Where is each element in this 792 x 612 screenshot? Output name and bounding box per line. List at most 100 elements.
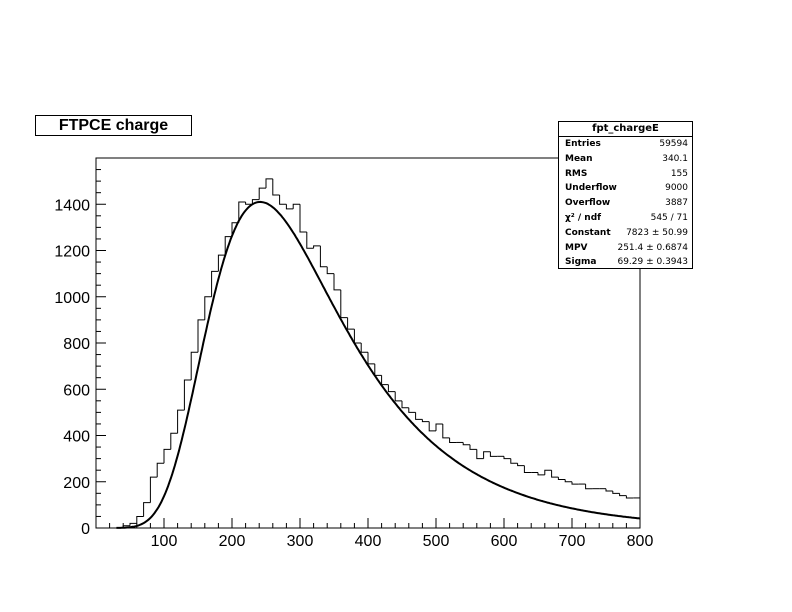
y-tick-label: 0 [81, 521, 90, 538]
stats-row: MPV 251.4 ± 0.6874 [559, 241, 692, 256]
stats-row: χ² / ndf 545 / 71 [559, 211, 692, 226]
y-axis: 0 200 400 600 800 1000 1200 1400 [54, 157, 106, 538]
stats-box-name: fpt_chargeE [559, 122, 692, 137]
histogram-bin [333, 273, 341, 291]
stats-value: 69.29 ± 0.3943 [617, 257, 688, 268]
stats-value: 59594 [659, 139, 688, 149]
stats-row: Underflow 9000 [559, 181, 692, 196]
stats-row: Constant 7823 ± 50.99 [559, 226, 692, 241]
histogram-bin [442, 423, 450, 439]
stats-label: MPV [565, 242, 588, 253]
histogram-bin [217, 254, 226, 272]
stats-value: 545 / 71 [650, 212, 688, 223]
stats-value: 251.4 ± 0.6874 [617, 242, 688, 253]
histogram-bin [517, 463, 525, 467]
histogram-bin [571, 481, 579, 485]
stats-value: 9000 [665, 183, 688, 194]
chart-title: FTPCE charge [35, 115, 192, 136]
x-tick-label: 300 [287, 533, 314, 550]
stats-value: 340.1 [662, 153, 688, 164]
histogram-bin [401, 400, 409, 409]
histogram-bin [231, 222, 239, 237]
histogram-bin [585, 484, 593, 490]
histogram-bin [340, 289, 348, 319]
histogram-bin [143, 502, 151, 517]
histogram-bin [605, 488, 613, 492]
histogram-bin [625, 495, 634, 499]
histogram-bin [503, 456, 511, 460]
histogram-bin [272, 178, 280, 196]
stats-label: χ² / ndf [565, 212, 602, 223]
stats-row: Mean 340.1 [559, 152, 692, 167]
histogram-bin [319, 245, 328, 268]
histogram-bin [557, 477, 566, 480]
histogram-bin [544, 469, 552, 475]
histogram-bin [489, 451, 498, 457]
histogram-bin [551, 470, 559, 478]
y-tick-label: 1400 [54, 197, 90, 214]
histogram-bin [177, 409, 185, 434]
histogram-bin [469, 444, 477, 450]
y-tick-label: 200 [63, 475, 90, 492]
histogram-bin [564, 479, 572, 483]
histogram-bin [428, 421, 436, 432]
histogram-bin [619, 493, 627, 497]
y-tick-label: 1200 [54, 244, 90, 261]
histogram-bin [421, 419, 430, 423]
stats-value: 7823 ± 50.99 [626, 227, 688, 238]
histogram-bin [462, 442, 470, 446]
histogram-bin [313, 245, 321, 249]
x-tick-label: 700 [559, 533, 586, 550]
histogram-bin [387, 384, 396, 393]
stats-label: Mean [565, 153, 593, 164]
histogram-bin [224, 236, 232, 256]
histogram-bin [245, 201, 253, 205]
histogram-bin [449, 437, 457, 443]
x-tick-label: 500 [423, 533, 450, 550]
histogram-bin [435, 423, 443, 431]
histogram-bin [510, 458, 518, 464]
histogram-bin [129, 522, 137, 526]
x-tick-label: 200 [219, 533, 246, 550]
histogram-bin [415, 412, 423, 420]
y-tick-label: 600 [63, 382, 90, 399]
histogram-bin [163, 448, 171, 464]
stats-row: Overflow 3887 [559, 196, 692, 211]
histogram-bin [299, 204, 307, 233]
histogram-bin [190, 351, 198, 380]
stats-label: Constant [565, 227, 611, 238]
histogram-bin [353, 329, 362, 344]
stats-label: Entries [565, 139, 601, 149]
histogram-bin [156, 462, 164, 478]
histogram-bin [381, 375, 389, 386]
stats-label: Underflow [565, 183, 617, 194]
stats-value: 3887 [665, 198, 688, 209]
x-tick-label: 800 [627, 533, 654, 550]
stats-row: RMS 155 [559, 167, 692, 182]
histogram-bin [523, 465, 532, 473]
histogram-bin [258, 187, 266, 200]
stats-row: Sigma 69.29 ± 0.3943 [559, 255, 692, 270]
histogram-bin [476, 449, 484, 460]
histogram-bin [394, 391, 402, 402]
histogram-bin [367, 352, 375, 365]
x-tick-label: 100 [151, 533, 178, 550]
histogram-bin [374, 363, 382, 376]
histogram-bin [326, 266, 334, 275]
x-tick-label: 400 [355, 533, 382, 550]
histogram-bin [483, 451, 491, 459]
histogram-bin [238, 201, 246, 223]
fit-curve [116, 200, 641, 529]
histogram-bin [251, 199, 260, 205]
histogram-bin [306, 232, 314, 249]
histogram-bin [347, 317, 355, 330]
stats-box: fpt_chargeE Entries 59594 Mean 340.1 RMS 155 U… [558, 121, 693, 269]
stats-label: Sigma [565, 257, 597, 268]
histogram-bin [292, 203, 300, 209]
histogram-bin [149, 476, 158, 503]
histogram-bin [204, 296, 212, 320]
histogram-bin [183, 379, 192, 411]
histogram-bin [170, 432, 178, 450]
y-tick-label: 1000 [54, 290, 90, 307]
